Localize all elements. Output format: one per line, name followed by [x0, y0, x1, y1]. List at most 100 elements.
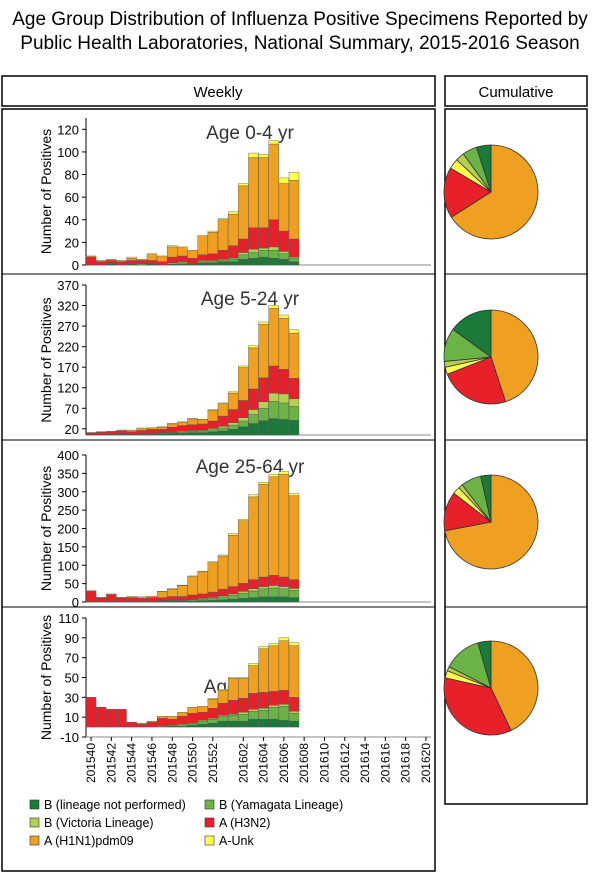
bar-segment-a_h3n2 [258, 576, 269, 587]
cumulative-panel-frame [444, 108, 588, 805]
bar-segment-b_lineage_not_performed [217, 430, 229, 436]
pie-slice-a_h3n2 [443, 677, 512, 736]
legend-label-b_lineage_not_performed: B (lineage not performed) [44, 798, 186, 812]
bar-segment-a_h3n2 [126, 597, 137, 602]
bar-segment-b_lineage_not_performed [227, 261, 239, 266]
bar-segment-a_h3n2 [126, 260, 137, 265]
bar-segment-a_h1n1pdm09 [167, 246, 178, 258]
bar-segment-a_h3n2 [167, 718, 178, 726]
bar-segment-b_yamagata [258, 588, 269, 598]
bar-segment-b_victoria [288, 588, 300, 591]
bar-segment-a_h3n2 [116, 261, 127, 266]
bar-segment-b_victoria [258, 401, 269, 409]
bar-segment-a_h3n2 [197, 423, 208, 431]
bar-segment-b_victoria [288, 398, 300, 407]
bar-segment-a_h3n2 [85, 256, 97, 266]
y-tick-label: 70 [65, 651, 79, 666]
x-tick-label: 201618 [399, 743, 413, 783]
bar-segment-a_h3n2 [217, 588, 229, 596]
bar-segment-a_h3n2 [167, 426, 178, 433]
bar-segment-a_unk [248, 345, 259, 349]
bar-segment-b_lineage_not_performed [207, 722, 219, 728]
bar-segment-a_h1n1pdm09 [197, 571, 208, 595]
bar-segment-a_h3n2 [85, 591, 97, 602]
x-tick-label: 201616 [378, 743, 392, 783]
bar-segment-b_lineage_not_performed [177, 433, 188, 436]
bar-segment-a_h1n1pdm09 [116, 597, 127, 599]
bar-segment-a_unk [278, 471, 290, 475]
bar-segment-a_h1n1pdm09 [177, 712, 188, 717]
bar-segment-a_h3n2 [227, 409, 239, 423]
bar-segment-a_unk [288, 329, 300, 334]
bar-segment-b_yamagata [238, 713, 249, 722]
legend-label-a_unk: A-Unk [219, 834, 254, 848]
bar-segment-a_h3n2 [126, 431, 137, 435]
legend-swatch-a_unk [204, 835, 215, 846]
x-tick-label: 201614 [358, 743, 372, 783]
y-axis-label: Number of Positives [38, 615, 54, 740]
y-tick-label: 50 [65, 671, 79, 686]
bar-segment-a_unk [278, 637, 290, 642]
bar-segment-b_yamagata [248, 414, 259, 424]
bar-segment-a_unk [227, 211, 239, 215]
bar-segment-a_h1n1pdm09 [187, 576, 198, 596]
bar-segment-b_victoria [268, 705, 279, 708]
bar-segment-a_unk [238, 677, 249, 679]
bar-segment-a_h1n1pdm09 [288, 645, 300, 698]
y-tick-label: 370 [57, 278, 79, 293]
bar-segment-b_yamagata [258, 710, 269, 720]
y-tick-label: 30 [65, 690, 79, 705]
y-tick-label: 100 [57, 145, 79, 160]
bar-segment-b_victoria [258, 586, 269, 589]
bar-segment-b_yamagata [227, 714, 239, 722]
bar-segment-a_h1n1pdm09 [146, 720, 158, 723]
bar-segment-b_victoria [258, 247, 269, 251]
bar-segment-a_h3n2 [248, 693, 259, 710]
bar-segment-b_victoria [258, 708, 269, 711]
legend-swatch-b_yamagata [204, 799, 215, 810]
bar-segment-a_h1n1pdm09 [278, 183, 290, 232]
bar-segment-b_yamagata [278, 253, 290, 260]
bar-segment-b_yamagata [207, 718, 219, 724]
bar-segment-b_lineage_not_performed [258, 420, 269, 436]
bar-segment-a_h1n1pdm09 [146, 253, 158, 261]
bar-segment-a_h3n2 [106, 260, 117, 265]
y-tick-label: 20 [65, 422, 79, 437]
bar-segment-b_yamagata [217, 715, 229, 722]
y-tick-label: 120 [57, 122, 79, 137]
bar-segment-a_h1n1pdm09 [156, 426, 168, 430]
bar-segment-a_h3n2 [156, 717, 168, 727]
bar-segment-a_h1n1pdm09 [187, 418, 198, 425]
bar-segment-a_h3n2 [146, 260, 158, 265]
bar-segment-a_unk [217, 689, 229, 691]
bar-segment-a_h1n1pdm09 [217, 690, 229, 704]
bar-segment-a_h3n2 [248, 579, 259, 589]
bar-segment-a_h3n2 [258, 227, 269, 249]
bar-segment-b_yamagata [238, 592, 249, 599]
bar-segment-a_unk [227, 533, 239, 536]
bar-segment-b_yamagata [268, 401, 279, 419]
bar-segment-a_h1n1pdm09 [207, 410, 219, 422]
bar-segment-a_h3n2 [288, 238, 300, 258]
bar-segment-a_h3n2 [238, 698, 249, 713]
bar-segment-b_lineage_not_performed [248, 258, 259, 266]
legend-label-b_victoria: B (Victoria Lineage) [44, 816, 154, 830]
bar-segment-a_unk [217, 402, 229, 404]
bar-segment-b_yamagata [238, 254, 249, 260]
bar-segment-a_h3n2 [106, 431, 117, 435]
bar-segment-a_h1n1pdm09 [197, 419, 208, 425]
bar-segment-b_yamagata [227, 259, 239, 262]
bar-segment-b_yamagata [217, 427, 229, 432]
bar-segment-a_h3n2 [187, 594, 198, 600]
bar-segment-a_unk [207, 230, 219, 233]
bar-segment-a_unk [268, 305, 279, 309]
bar-segment-a_h1n1pdm09 [258, 648, 269, 693]
bar-segment-b_yamagata [207, 429, 219, 432]
bar-segment-b_yamagata [207, 597, 219, 601]
bar-segment-a_unk [207, 698, 219, 700]
x-tick-label: 201544 [125, 743, 139, 783]
bar-segment-b_victoria [248, 709, 259, 712]
pie-slice-a_h1n1pdm09 [490, 640, 539, 732]
bar-segment-b_lineage_not_performed [288, 261, 300, 266]
